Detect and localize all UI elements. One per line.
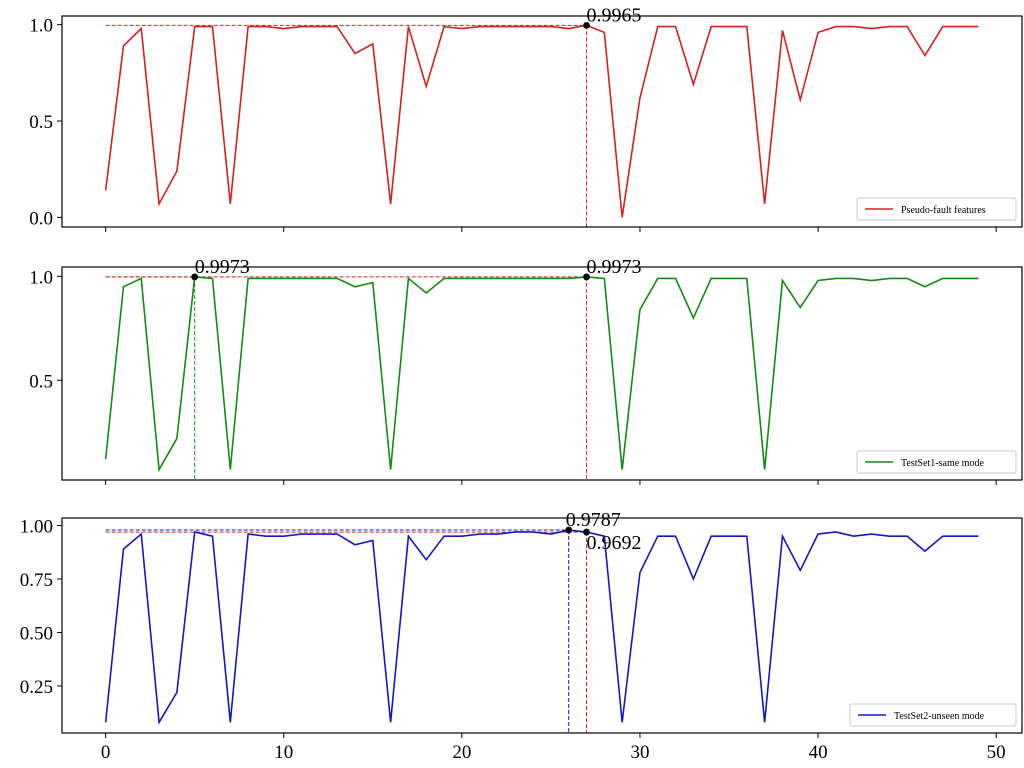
y-tick-label: 1.00 xyxy=(20,516,53,537)
series-line xyxy=(104,529,979,725)
annotation-point xyxy=(583,21,590,29)
legend-label: Pseudo-fault features xyxy=(901,205,986,216)
legend-box xyxy=(856,450,1017,474)
panel-1: 0.9965 0.0 0.5 1.0 Pseudo-fault features xyxy=(29,4,1023,232)
y-tick-label: 0.75 xyxy=(20,570,53,591)
plot-frame xyxy=(61,517,1023,734)
y-tick-label: 0.0 xyxy=(29,208,53,229)
y-tick-label: 0.5 xyxy=(29,112,53,133)
annotation-label: 0.9965 xyxy=(587,4,642,26)
series-line xyxy=(104,276,979,473)
annotation-label: 0.9787 xyxy=(566,509,621,531)
plot-frame xyxy=(61,15,1023,228)
legend-box xyxy=(849,703,1017,727)
annotation-label: 0.9692 xyxy=(587,532,642,554)
x-tick-label: 50 xyxy=(987,742,1006,763)
x-tick-label: 20 xyxy=(452,742,471,763)
series-line xyxy=(104,24,979,218)
plot-frame xyxy=(61,266,1023,481)
y-tick-label: 1.0 xyxy=(29,16,53,37)
y-tick-label: 0.50 xyxy=(20,623,53,644)
legend-label: TestSet2-unseen mode xyxy=(894,711,985,722)
x-tick-label: 40 xyxy=(809,742,828,763)
x-tick-label: 10 xyxy=(274,742,293,763)
x-tick-label: 0 xyxy=(101,742,111,763)
y-tick-label: 0.25 xyxy=(20,677,53,698)
x-tick-label: 30 xyxy=(630,742,649,763)
annotation-point xyxy=(565,526,573,534)
legend-box xyxy=(856,197,1017,221)
annotation-point xyxy=(583,273,590,281)
annotation-point xyxy=(583,528,590,536)
legend-label: TestSet1-same mode xyxy=(901,458,984,469)
y-tick-label: 1.0 xyxy=(29,267,53,288)
annotation-point xyxy=(191,273,199,281)
y-tick-label: 0.5 xyxy=(29,371,53,392)
